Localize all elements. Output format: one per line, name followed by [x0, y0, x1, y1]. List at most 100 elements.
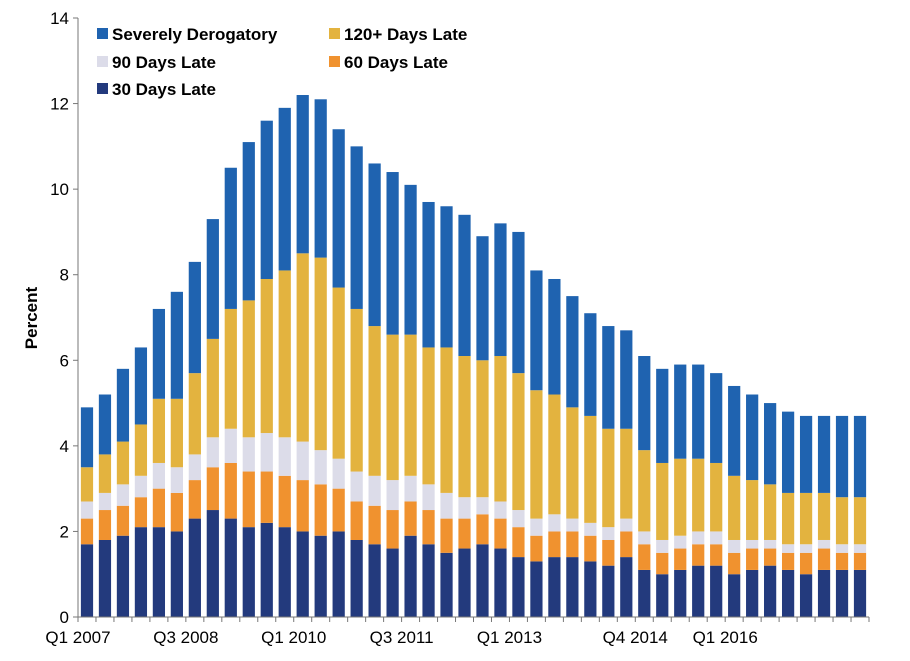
bar-segment-60-days-late: [494, 518, 507, 549]
bar-segment-severely-derogatory: [638, 356, 651, 451]
bar-segment-120-days-late: [80, 467, 94, 502]
legend-swatch: [329, 28, 340, 39]
bar-segment-60-days-late: [278, 475, 291, 528]
bar-segment-30-days-late: [152, 527, 166, 617]
bar-segment-severely-derogatory: [494, 223, 507, 357]
bar-segment-severely-derogatory: [134, 347, 148, 425]
y-tick-label: 12: [50, 95, 69, 114]
bar-segment-30-days-late: [566, 557, 579, 617]
bar-segment-severely-derogatory: [584, 313, 597, 416]
bar-segment-30-days-late: [260, 522, 273, 617]
bar-segment-90-days-late: [746, 539, 759, 549]
bar-segment-severely-derogatory: [799, 415, 813, 493]
legend: Severely Derogatory 120+ Days Late 90 Days…: [97, 25, 467, 99]
bar-segment-60-days-late: [638, 544, 651, 570]
bar-segment-60-days-late: [242, 471, 255, 528]
bar-segment-120-days-late: [134, 424, 148, 476]
bar-segment-30-days-late: [674, 569, 687, 617]
bar-segment-severely-derogatory: [170, 291, 183, 399]
bar-segment-90-days-late: [494, 501, 507, 519]
y-tick-label: 6: [60, 351, 69, 370]
bar-segment-60-days-late: [602, 539, 615, 566]
bar-segment-90-days-late: [476, 497, 489, 515]
bar-segment-severely-derogatory: [242, 142, 255, 301]
bar-segment-120-days-late: [835, 497, 849, 545]
bar-segment-60-days-late: [98, 510, 112, 540]
y-tick-label: 10: [50, 180, 69, 199]
bar-segment-30-days-late: [638, 569, 651, 617]
bar-segment-30-days-late: [188, 518, 201, 617]
bar-segment-severely-derogatory: [152, 308, 166, 399]
bar-segment-60-days-late: [728, 552, 741, 575]
bar-segment-severely-derogatory: [260, 120, 273, 279]
legend-swatch: [97, 56, 108, 67]
legend-label: Severely Derogatory: [112, 25, 278, 44]
bar-segment-severely-derogatory: [188, 261, 201, 374]
bar-segment-120-days-late: [314, 257, 327, 451]
bar-segment-30-days-late: [458, 548, 471, 617]
legend-label: 30 Days Late: [112, 80, 216, 99]
bar-segment-90-days-late: [206, 437, 219, 468]
bar-segment-120-days-late: [224, 308, 237, 429]
bar-segment-120-days-late: [799, 492, 813, 545]
bar-segment-90-days-late: [458, 497, 471, 519]
bar-segment-120-days-late: [260, 278, 273, 434]
bar-segment-30-days-late: [799, 574, 813, 617]
bar-segment-90-days-late: [530, 518, 543, 536]
bar-segment-60-days-late: [620, 531, 633, 558]
bar-segment-severely-derogatory: [458, 214, 471, 356]
bar-segment-90-days-late: [116, 484, 130, 506]
bar-segment-90-days-late: [368, 475, 381, 506]
bar-segment-120-days-late: [422, 347, 435, 485]
bar-segment-30-days-late: [206, 510, 219, 617]
bar-segment-30-days-late: [764, 565, 777, 617]
bar-segment-30-days-late: [242, 527, 255, 617]
bar-segment-90-days-late: [728, 539, 741, 553]
legend-label: 90 Days Late: [112, 53, 216, 72]
bar-segment-severely-derogatory: [781, 411, 795, 493]
bar-segment-120-days-late: [98, 454, 112, 493]
bar-segment-90-days-late: [440, 492, 453, 519]
bar-segment-30-days-late: [494, 548, 507, 617]
legend-swatch: [97, 28, 108, 39]
bar-segment-severely-derogatory: [404, 184, 417, 335]
bar-segment-120-days-late: [548, 394, 561, 515]
bar-segment-severely-derogatory: [440, 206, 453, 348]
bar-segment-90-days-late: [566, 518, 579, 532]
bar-segment-120-days-late: [368, 326, 381, 476]
bar-segment-60-days-late: [170, 492, 183, 532]
bar-segment-30-days-late: [422, 544, 435, 617]
bar-segment-120-days-late: [350, 308, 363, 472]
bar-segment-30-days-late: [296, 531, 309, 617]
bar-segment-120-days-late: [476, 360, 489, 498]
bar-segment-severely-derogatory: [350, 146, 363, 309]
bar-segment-30-days-late: [602, 565, 615, 617]
bar-segment-30-days-late: [781, 569, 795, 617]
bar-segment-120-days-late: [242, 300, 255, 438]
x-tick-label: Q4 2014: [603, 628, 668, 647]
bar-segment-120-days-late: [764, 484, 777, 540]
bar-segment-30-days-late: [512, 557, 525, 617]
bar-segment-30-days-late: [728, 574, 741, 617]
bar-segment-30-days-late: [170, 531, 183, 617]
bar-segment-90-days-late: [224, 428, 237, 463]
bar-segment-severely-derogatory: [853, 415, 867, 498]
bar-segment-90-days-late: [170, 467, 183, 493]
bar-segment-90-days-late: [817, 539, 831, 549]
bar-segment-120-days-late: [458, 356, 471, 498]
bar-segment-60-days-late: [422, 510, 435, 545]
bar-segment-90-days-late: [350, 471, 363, 502]
bar-segment-severely-derogatory: [835, 415, 849, 498]
bar-segment-120-days-late: [494, 356, 507, 502]
bar-segment-90-days-late: [512, 510, 525, 528]
bars-layer: [80, 95, 867, 617]
bar-segment-120-days-late: [512, 373, 525, 511]
bar-segment-90-days-late: [386, 480, 399, 511]
x-tick-label: Q3 2008: [153, 628, 218, 647]
bar-segment-120-days-late: [674, 458, 687, 536]
bar-segment-90-days-late: [98, 492, 112, 511]
bar-segment-120-days-late: [188, 373, 201, 455]
bar-segment-90-days-late: [602, 527, 615, 540]
bar-segment-120-days-late: [602, 428, 615, 528]
bar-segment-30-days-late: [224, 518, 237, 617]
